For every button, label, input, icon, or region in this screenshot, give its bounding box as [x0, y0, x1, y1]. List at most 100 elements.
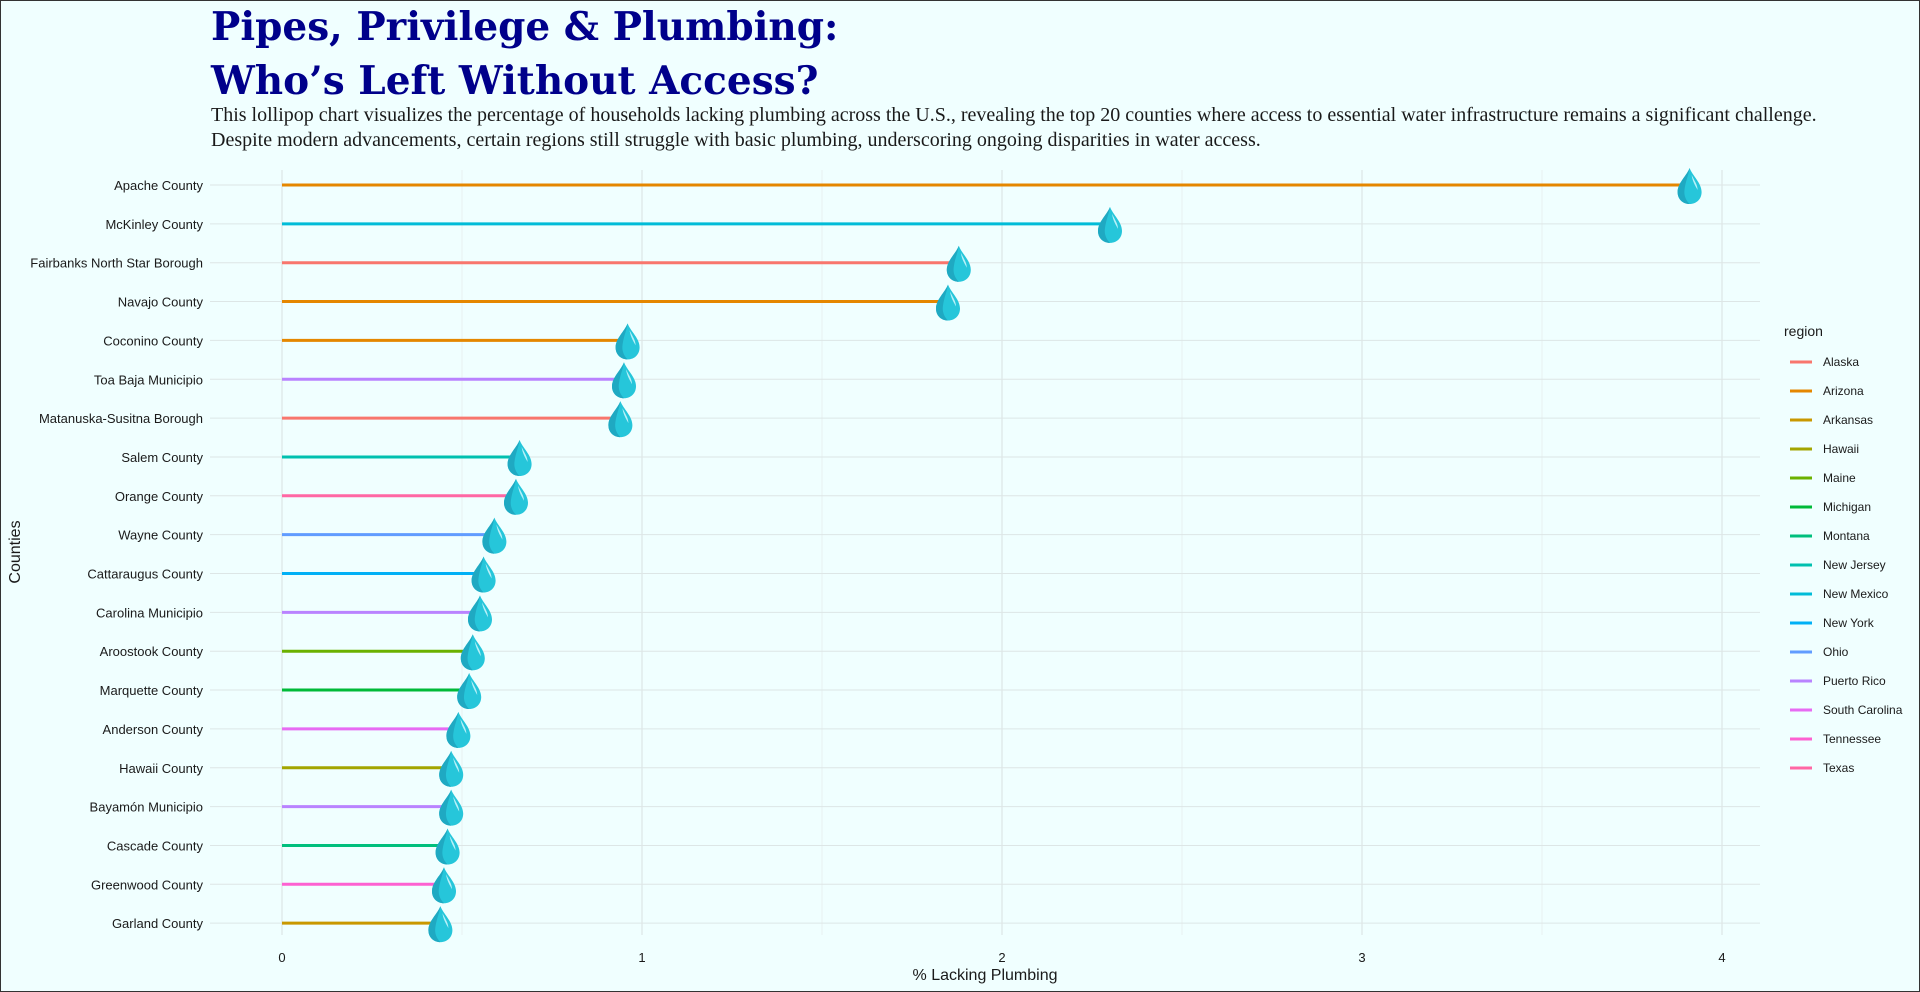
drop-shade: [615, 323, 628, 360]
drop-highlight: [518, 485, 524, 501]
y-axis-ticks: Apache County McKinley County Fairbanks No…: [30, 178, 203, 931]
y-tick-label: Orange County: [115, 489, 204, 504]
water-drop-icon: [1677, 168, 1702, 204]
water-drop-icon: [612, 362, 636, 399]
y-tick-label: Cascade County: [107, 838, 204, 853]
water-drop-icon: [1098, 206, 1122, 243]
drop-highlight: [449, 835, 456, 851]
water-drop-icon: [615, 323, 640, 360]
drop-highlight: [485, 563, 492, 579]
x-tick-label: 4: [1718, 950, 1725, 965]
water-drop-icon: [946, 245, 971, 282]
drop-shade: [432, 867, 444, 904]
water-drop-icon: [439, 789, 464, 826]
y-tick-label: Hawaii County: [119, 761, 203, 776]
y-tick-label: Matanuska-Susitna Borough: [39, 411, 203, 426]
y-tick-label: Wayne County: [118, 528, 203, 543]
drop-highlight: [960, 252, 967, 268]
drop-shade: [608, 401, 621, 438]
lollipops: [282, 168, 1702, 943]
drop-highlight: [629, 330, 636, 346]
y-tick-label: Aroostook County: [100, 644, 204, 659]
drop-shade: [936, 284, 948, 321]
y-tick-label: Marquette County: [100, 683, 204, 698]
legend-label: New Jersey: [1823, 558, 1886, 572]
drop-highlight: [626, 369, 632, 385]
drop-highlight: [453, 757, 460, 773]
y-tick-label: Anderson County: [103, 722, 204, 737]
y-tick-label: Apache County: [114, 178, 203, 193]
drop-highlight: [521, 446, 528, 462]
legend-label: Alaska: [1823, 355, 1859, 369]
drop-shade: [482, 517, 495, 554]
drop-shade: [446, 711, 459, 748]
legend-label: Tennessee: [1823, 732, 1881, 746]
y-axis-title: Counties: [7, 520, 24, 583]
water-drop-icon: [439, 750, 464, 787]
legend-label: New Mexico: [1823, 587, 1889, 601]
x-tick-label: 3: [1358, 950, 1365, 965]
legend-label: Ohio: [1823, 645, 1849, 659]
drop-highlight: [446, 874, 452, 890]
legend-label: Maine: [1823, 471, 1856, 485]
legend-label: Arkansas: [1823, 413, 1873, 427]
x-tick-label: 2: [998, 950, 1005, 965]
drop-highlight: [474, 641, 481, 657]
legend-label: New York: [1823, 616, 1875, 630]
drop-shade: [435, 828, 448, 865]
water-drop-icon: [936, 284, 960, 321]
drop-shade: [471, 556, 484, 593]
water-drop-icon: [446, 711, 471, 748]
drop-shade: [946, 245, 959, 282]
drop-highlight: [460, 718, 467, 734]
drop-shade: [504, 478, 516, 515]
y-tick-label: McKinley County: [105, 217, 203, 232]
water-drop-icon: [608, 401, 633, 438]
water-drop-icon: [432, 867, 456, 904]
y-tick-label: Garland County: [112, 916, 204, 931]
drop-shade: [457, 673, 470, 710]
drop-shade: [439, 750, 452, 787]
y-tick-label: Toa Baja Municipio: [94, 372, 203, 387]
drop-highlight: [950, 291, 956, 307]
y-tick-label: Bayamón Municipio: [90, 800, 203, 815]
water-drop-icon: [460, 634, 485, 671]
x-tick-label: 0: [278, 950, 285, 965]
y-tick-label: Carolina Municipio: [96, 605, 203, 620]
y-tick-label: Coconino County: [103, 333, 203, 348]
drop-shade: [507, 439, 520, 476]
water-drop-icon: [457, 673, 482, 710]
drop-shade: [612, 362, 624, 399]
legend-label: Michigan: [1823, 500, 1871, 514]
y-tick-label: Salem County: [121, 450, 203, 465]
y-tick-label: Greenwood County: [91, 877, 204, 892]
water-drop-icon: [504, 478, 528, 515]
subtitle-line-1: This lollipop chart visualizes the perce…: [211, 104, 1817, 126]
drop-highlight: [622, 408, 629, 424]
legend-label: Montana: [1823, 529, 1870, 543]
drop-highlight: [453, 796, 460, 812]
legend-label: Puerto Rico: [1823, 674, 1886, 688]
legend-label: Arizona: [1823, 384, 1864, 398]
water-drop-icon: [507, 439, 532, 476]
chart-subtitle: This lollipop chart visualizes the perce…: [211, 103, 1861, 153]
drop-shade: [460, 634, 473, 671]
chart-title: Pipes, Privilege & Plumbing: Who’s Left …: [211, 0, 838, 108]
legend: region Alaska Arizona Arkansas Hawaii Maine M…: [1784, 323, 1903, 775]
drop-shade: [468, 595, 480, 632]
legend-label: South Carolina: [1823, 703, 1903, 717]
subtitle-line-2: Despite modern advancements, certain reg…: [211, 129, 1261, 151]
legend-label: Texas: [1823, 761, 1854, 775]
drop-highlight: [482, 602, 488, 618]
drop-highlight: [442, 913, 449, 929]
drop-shade: [439, 789, 452, 826]
drop-shade: [428, 906, 441, 943]
x-axis-ticks: 0 1 2 3 4: [278, 950, 1725, 965]
y-tick-label: Navajo County: [118, 295, 204, 310]
title-line-2: Who’s Left Without Access?: [211, 58, 819, 104]
drop-highlight: [471, 680, 478, 696]
legend-label: Hawaii: [1823, 442, 1859, 456]
legend-title: region: [1784, 323, 1823, 339]
drop-shade: [1677, 168, 1690, 204]
